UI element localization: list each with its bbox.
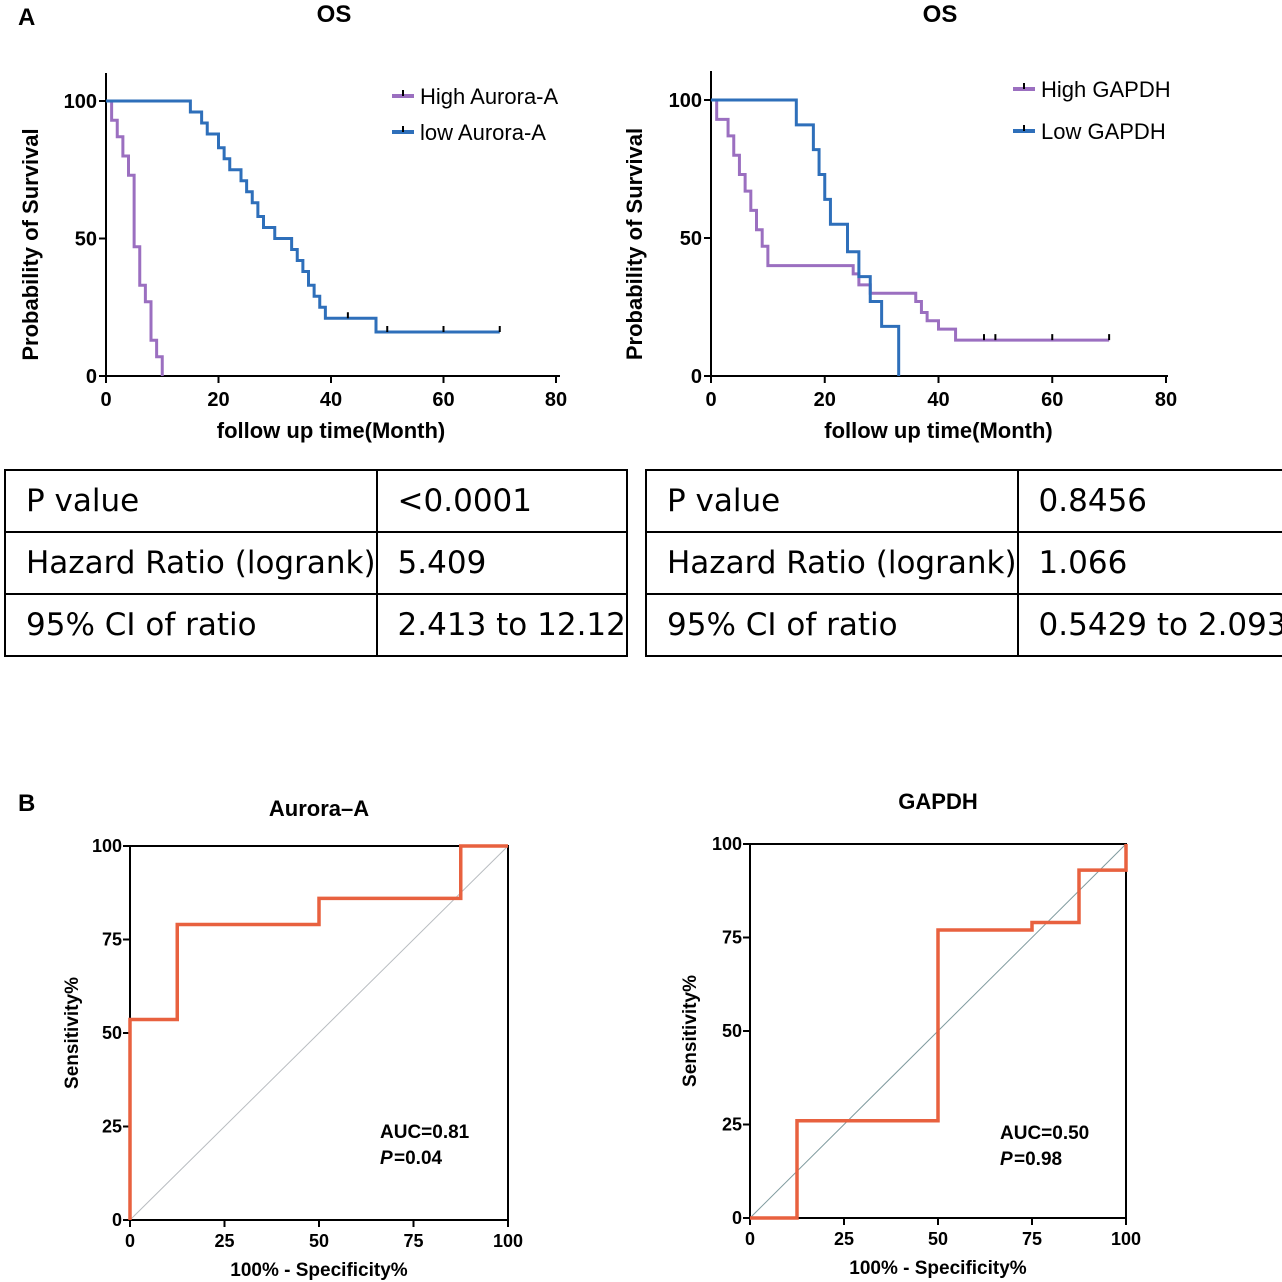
- y-tick-label: 25: [722, 1115, 742, 1135]
- x-tick-label: 25: [214, 1231, 234, 1251]
- roc-chart-gapdh: GAPDH 0 25 50 75 100 0 25 50 75 100 100% - Specific…: [680, 789, 1141, 1279]
- y-tick-label: 75: [722, 928, 742, 948]
- y-tick-label: 0: [86, 366, 97, 388]
- table-row: Hazard Ratio (logrank) 1.066: [645, 531, 1282, 595]
- y-axis-label: Probability of Survival: [622, 128, 647, 360]
- y-tick-label: 0: [691, 366, 702, 388]
- y-tick-label: 50: [102, 1023, 122, 1043]
- survival-curve: [711, 98, 1110, 342]
- y-axis-label: Sensitivity%: [680, 975, 701, 1087]
- x-tick-label: 100: [1111, 1229, 1141, 1249]
- legend-label: High GAPDH: [1041, 77, 1171, 102]
- x-tick-label: 80: [545, 389, 567, 411]
- chart-title: GAPDH: [898, 789, 977, 814]
- table-row: 95% CI of ratio 0.5429 to 2.093: [645, 593, 1282, 657]
- table-cell: P value: [645, 469, 1019, 533]
- x-tick-label: 20: [814, 389, 836, 411]
- table-row: 95% CI of ratio 2.413 to 12.12: [4, 593, 628, 657]
- x-tick-label: 40: [927, 389, 949, 411]
- x-tick-label: 75: [403, 1231, 423, 1251]
- x-tick-label: 50: [309, 1231, 329, 1251]
- y-tick-label: 75: [102, 930, 122, 950]
- y-tick-label: 100: [669, 90, 702, 112]
- p-label: P: [1000, 1149, 1013, 1170]
- stats-table-gapdh: P value 0.8456 Hazard Ratio (logrank) 1.06…: [645, 469, 1282, 657]
- reference-diagonal: [129, 845, 509, 1221]
- roc-chart-aurora: Aurora–A 0 25 50 75 100 0 25 50 75 100 100% - Speci…: [62, 796, 523, 1281]
- x-tick-label: 50: [928, 1229, 948, 1249]
- table-cell: 1.066: [1016, 531, 1282, 595]
- table-cell: 5.409: [375, 531, 628, 595]
- table-cell: 0.8456: [1016, 469, 1282, 533]
- table-row: P value 0.8456: [645, 469, 1282, 533]
- x-tick-label: 60: [1041, 389, 1063, 411]
- legend-label: low Aurora-A: [420, 120, 546, 145]
- table-cell: P value: [4, 469, 378, 533]
- roc-curve: [128, 844, 508, 1220]
- y-tick-label: 100: [64, 91, 97, 113]
- survival-curve: [106, 99, 164, 376]
- x-axis-label: 100% - Specificity%: [849, 1258, 1027, 1279]
- survival-curve: [106, 99, 500, 334]
- km-chart-gapdh: OS 0 20 40 60 80 0 50 100 follow up time(Month) Pr…: [622, 1, 1177, 443]
- x-tick-label: 100: [493, 1231, 523, 1251]
- chart-title: OS: [923, 1, 958, 28]
- x-tick-label: 20: [207, 389, 229, 411]
- y-axis-label: Sensitivity%: [62, 977, 83, 1089]
- x-tick-label: 25: [834, 1229, 854, 1249]
- table-cell: 95% CI of ratio: [645, 593, 1019, 657]
- y-tick-label: 100: [92, 836, 122, 856]
- roc-curve: [750, 844, 1128, 1220]
- survival-curve: [711, 98, 901, 376]
- table-cell: 0.5429 to 2.093: [1016, 593, 1282, 657]
- x-tick-label: 0: [745, 1229, 755, 1249]
- x-axis-label: follow up time(Month): [824, 418, 1053, 443]
- x-tick-label: 75: [1022, 1229, 1042, 1249]
- x-tick-label: 0: [125, 1231, 135, 1251]
- table-cell: 95% CI of ratio: [4, 593, 378, 657]
- panel-label-b: B: [18, 790, 36, 817]
- table-cell: Hazard Ratio (logrank): [645, 531, 1019, 595]
- table-cell: Hazard Ratio (logrank): [4, 531, 378, 595]
- stats-table-aurora: P value <0.0001 Hazard Ratio (logrank) 5.4…: [4, 469, 628, 657]
- y-tick-label: 50: [75, 229, 97, 251]
- table-row: P value <0.0001: [4, 469, 628, 533]
- y-axis-label: Probability of Survival: [18, 128, 43, 360]
- auc-label: AUC=0.50: [1000, 1123, 1089, 1144]
- x-tick-label: 80: [1155, 389, 1177, 411]
- legend-label: High Aurora-A: [420, 84, 559, 109]
- chart-title: Aurora–A: [269, 796, 369, 821]
- chart-title: OS: [317, 1, 352, 28]
- p-value: =0.04: [394, 1148, 443, 1169]
- x-axis-label: follow up time(Month): [217, 418, 446, 443]
- x-tick-label: 60: [432, 389, 454, 411]
- legend-label: Low GAPDH: [1041, 119, 1166, 144]
- y-tick-label: 25: [102, 1117, 122, 1137]
- p-value: =0.98: [1014, 1149, 1062, 1170]
- y-tick-label: 100: [712, 834, 742, 854]
- y-tick-label: 0: [112, 1210, 122, 1230]
- y-tick-label: 50: [680, 228, 702, 250]
- y-tick-label: 0: [732, 1208, 742, 1228]
- table-cell: <0.0001: [375, 469, 628, 533]
- x-tick-label: 0: [705, 389, 716, 411]
- table-cell: 2.413 to 12.12: [375, 593, 628, 657]
- x-tick-label: 40: [320, 389, 342, 411]
- x-axis-label: 100% - Specificity%: [230, 1260, 408, 1281]
- panel-label-a: A: [18, 4, 36, 31]
- x-tick-label: 0: [100, 389, 111, 411]
- auc-label: AUC=0.81: [380, 1122, 470, 1143]
- km-chart-aurora: OS 0 20 40 60 80 0 50 100 follow up time(Month) Pr…: [18, 1, 567, 443]
- table-row: Hazard Ratio (logrank) 5.409: [4, 531, 628, 595]
- p-label: P: [380, 1148, 393, 1169]
- y-tick-label: 50: [722, 1021, 742, 1041]
